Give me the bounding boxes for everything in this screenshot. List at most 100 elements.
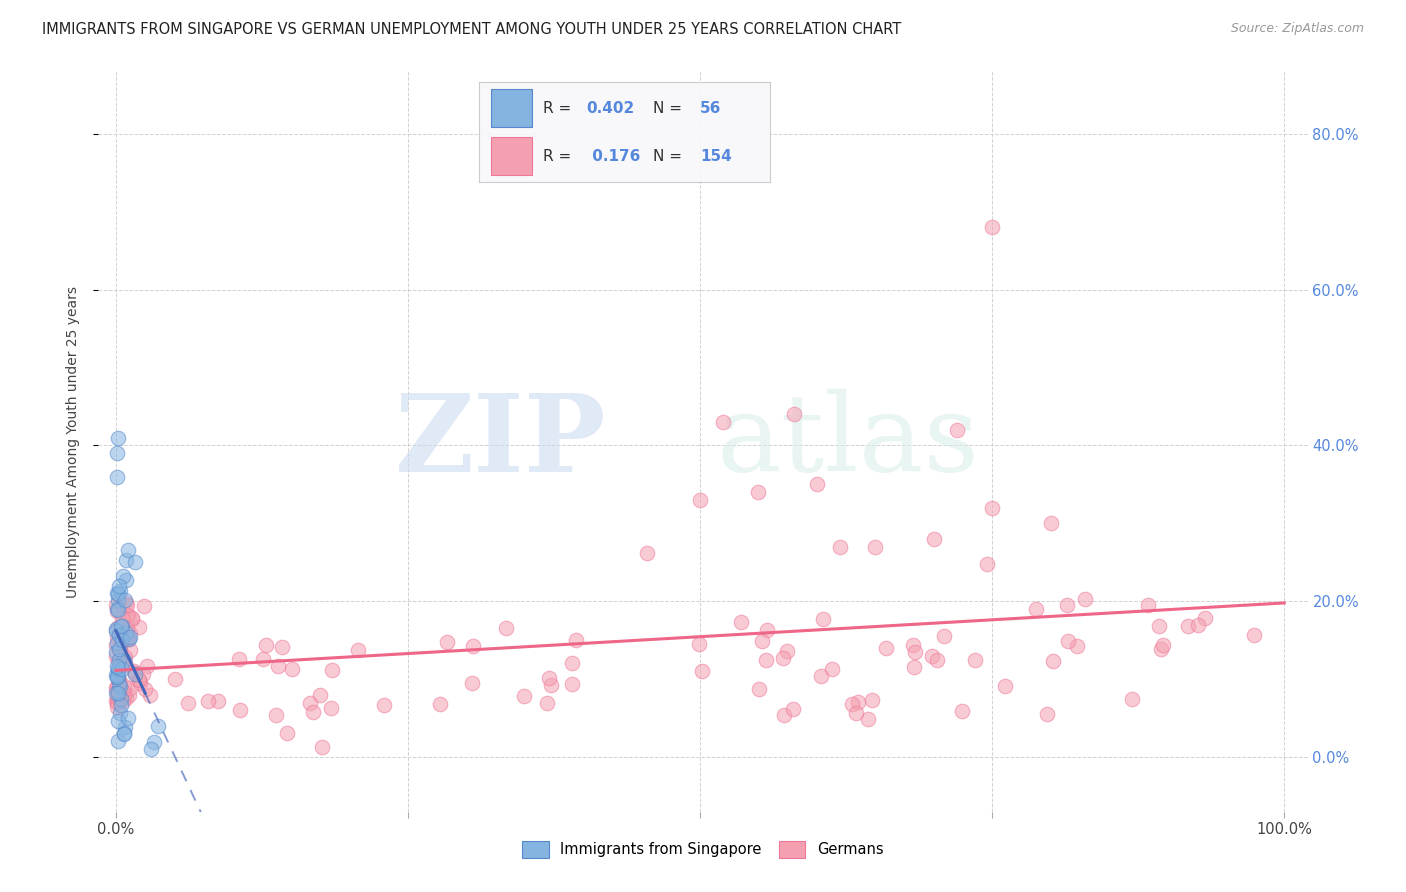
- Point: [108, 641, 131, 656]
- Point: [110, 619, 132, 633]
- Legend: Immigrants from Singapore, Germans: Immigrants from Singapore, Germans: [516, 835, 890, 863]
- Point: [105, 668, 128, 682]
- Y-axis label: Unemployment Among Youth under 25 years: Unemployment Among Youth under 25 years: [66, 285, 80, 598]
- Point: [108, 627, 131, 641]
- Point: [495, 621, 517, 635]
- Point: [115, 691, 138, 706]
- Point: [107, 642, 129, 657]
- Text: Source: ZipAtlas.com: Source: ZipAtlas.com: [1230, 22, 1364, 36]
- Point: [108, 653, 131, 667]
- Point: [1056, 598, 1078, 612]
- Point: [114, 649, 136, 664]
- Point: [107, 673, 129, 687]
- Point: [845, 706, 868, 720]
- Point: [111, 694, 134, 708]
- Point: [105, 684, 128, 698]
- Point: [139, 742, 162, 756]
- Point: [540, 678, 562, 692]
- Point: [107, 677, 129, 691]
- Point: [107, 661, 129, 675]
- Point: [110, 682, 132, 697]
- Point: [129, 675, 152, 690]
- Point: [561, 657, 583, 671]
- Point: [117, 543, 139, 558]
- Point: [115, 599, 138, 613]
- Point: [108, 584, 131, 599]
- Point: [105, 645, 128, 659]
- Point: [110, 628, 132, 642]
- Point: [952, 705, 974, 719]
- Point: [1194, 611, 1216, 625]
- Point: [806, 477, 828, 491]
- Point: [105, 469, 128, 483]
- Point: [1056, 634, 1078, 648]
- Point: [142, 734, 165, 748]
- Point: [105, 670, 128, 684]
- Point: [124, 667, 146, 681]
- Point: [755, 653, 778, 667]
- Point: [921, 648, 943, 663]
- Point: [107, 654, 129, 668]
- Point: [118, 630, 141, 644]
- Point: [1177, 619, 1199, 633]
- Point: [747, 485, 769, 500]
- Point: [121, 611, 143, 625]
- Point: [782, 702, 804, 716]
- Point: [112, 679, 135, 693]
- Point: [114, 596, 136, 610]
- Text: IMMIGRANTS FROM SINGAPORE VS GERMAN UNEMPLOYMENT AMONG YOUTH UNDER 25 YEARS CORR: IMMIGRANTS FROM SINGAPORE VS GERMAN UNEM…: [42, 22, 901, 37]
- Point: [134, 682, 156, 697]
- Point: [107, 669, 129, 683]
- Point: [111, 662, 134, 676]
- Point: [107, 664, 129, 678]
- Point: [1073, 591, 1095, 606]
- Point: [118, 632, 141, 646]
- Point: [112, 653, 135, 667]
- Point: [346, 642, 368, 657]
- Point: [105, 686, 128, 700]
- Point: [105, 631, 128, 645]
- Point: [107, 696, 129, 710]
- Point: [461, 676, 484, 690]
- Point: [105, 446, 128, 460]
- Point: [561, 677, 583, 691]
- Point: [254, 638, 277, 652]
- Point: [104, 694, 127, 708]
- Point: [118, 681, 141, 696]
- Point: [688, 637, 710, 651]
- Point: [114, 592, 136, 607]
- Point: [117, 632, 139, 647]
- Point: [299, 696, 322, 710]
- Point: [107, 686, 129, 700]
- Point: [925, 653, 948, 667]
- Point: [108, 690, 131, 704]
- Point: [112, 726, 135, 740]
- Point: [131, 666, 153, 681]
- Point: [111, 611, 134, 625]
- Point: [1025, 601, 1047, 615]
- Point: [772, 651, 794, 665]
- Point: [730, 615, 752, 630]
- Point: [994, 678, 1017, 692]
- Point: [934, 629, 956, 643]
- Point: [436, 635, 458, 649]
- Point: [115, 631, 138, 645]
- Point: [115, 622, 138, 636]
- Point: [107, 678, 129, 692]
- Point: [115, 608, 138, 623]
- Point: [1039, 516, 1062, 531]
- Point: [105, 648, 128, 663]
- Point: [124, 666, 146, 681]
- Point: [229, 703, 252, 717]
- Point: [903, 659, 925, 673]
- Point: [976, 558, 998, 572]
- Point: [252, 652, 274, 666]
- Point: [163, 672, 186, 686]
- Point: [112, 727, 135, 741]
- Point: [105, 598, 128, 612]
- Point: [197, 694, 219, 708]
- Point: [751, 633, 773, 648]
- Point: [1042, 654, 1064, 668]
- Point: [821, 662, 844, 676]
- Point: [132, 599, 155, 613]
